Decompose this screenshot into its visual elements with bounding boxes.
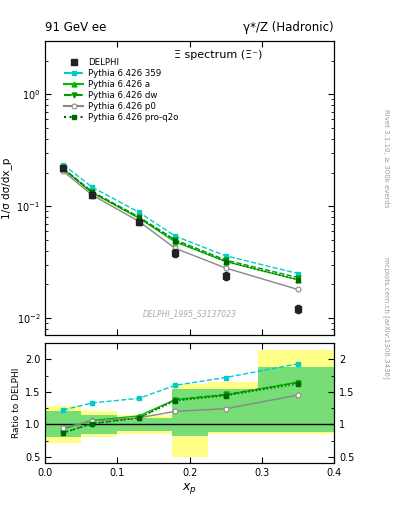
Pythia 6.426 dw (61, 165, 66, 172)
Text: 91 GeV ee: 91 GeV ee (45, 20, 107, 34)
Text: Rivet 3.1.10, ≥ 300k events: Rivet 3.1.10, ≥ 300k events (383, 110, 389, 208)
Line: Pythia 6.426 a: Pythia 6.426 a (61, 166, 300, 282)
Pythia 6.426 dw (296, 274, 300, 281)
Legend: DELPHI, Pythia 6.426 359, Pythia 6.426 a, Pythia 6.426 dw, Pythia 6.426 p0, Pyth: DELPHI, Pythia 6.426 359, Pythia 6.426 a… (61, 54, 182, 126)
Pythia 6.426 pro-q2o (137, 215, 141, 221)
Pythia 6.426 pro-q2o (61, 166, 66, 172)
Pythia 6.426 a (296, 276, 300, 283)
Pythia 6.426 p0 (173, 245, 178, 251)
Pythia 6.426 359 (90, 184, 94, 190)
Pythia 6.426 a (223, 259, 228, 265)
Pythia 6.426 p0 (90, 192, 94, 198)
Y-axis label: 1/σ dσ/dx_p: 1/σ dσ/dx_p (2, 158, 12, 219)
Pythia 6.426 pro-q2o (173, 238, 178, 244)
Pythia 6.426 p0 (61, 168, 66, 175)
Pythia 6.426 359 (223, 253, 228, 259)
Pythia 6.426 pro-q2o (90, 189, 94, 196)
Y-axis label: Ratio to DELPHI: Ratio to DELPHI (12, 368, 21, 438)
Pythia 6.426 pro-q2o (223, 259, 228, 265)
X-axis label: $x_p$: $x_p$ (182, 481, 197, 496)
Text: γ*/Z (Hadronic): γ*/Z (Hadronic) (243, 20, 334, 34)
Pythia 6.426 dw (90, 188, 94, 195)
Pythia 6.426 a (173, 239, 178, 245)
Pythia 6.426 a (90, 189, 94, 196)
Pythia 6.426 a (137, 215, 141, 221)
Pythia 6.426 p0 (137, 219, 141, 225)
Line: Pythia 6.426 dw: Pythia 6.426 dw (61, 166, 300, 280)
Text: Ξ spectrum (Ξ⁻): Ξ spectrum (Ξ⁻) (174, 50, 263, 60)
Line: Pythia 6.426 359: Pythia 6.426 359 (61, 162, 300, 276)
Pythia 6.426 359 (296, 270, 300, 276)
Pythia 6.426 359 (173, 233, 178, 239)
Pythia 6.426 dw (173, 237, 178, 243)
Line: Pythia 6.426 pro-q2o: Pythia 6.426 pro-q2o (61, 166, 300, 282)
Text: mcplots.cern.ch [arXiv:1306.3436]: mcplots.cern.ch [arXiv:1306.3436] (383, 257, 390, 378)
Pythia 6.426 359 (61, 162, 66, 168)
Pythia 6.426 359 (137, 209, 141, 216)
Pythia 6.426 dw (223, 257, 228, 263)
Pythia 6.426 pro-q2o (296, 276, 300, 283)
Pythia 6.426 dw (137, 214, 141, 220)
Line: Pythia 6.426 p0: Pythia 6.426 p0 (61, 169, 300, 292)
Pythia 6.426 a (61, 166, 66, 172)
Pythia 6.426 p0 (223, 265, 228, 271)
Text: DELPHI_1995_S3137023: DELPHI_1995_S3137023 (143, 309, 237, 317)
Pythia 6.426 p0 (296, 286, 300, 292)
